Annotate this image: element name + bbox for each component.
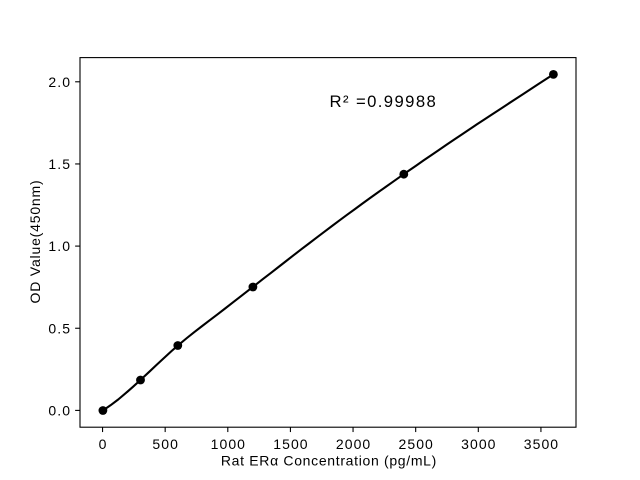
- svg-text:1.0: 1.0: [48, 238, 71, 254]
- svg-text:1500: 1500: [273, 436, 308, 452]
- svg-text:2.0: 2.0: [48, 74, 71, 90]
- svg-text:Rat ERα Concentration (pg/mL): Rat ERα Concentration (pg/mL): [221, 452, 437, 468]
- svg-text:0.0: 0.0: [48, 402, 71, 418]
- svg-text:3500: 3500: [524, 436, 559, 452]
- svg-text:1.5: 1.5: [48, 156, 71, 172]
- svg-text:R² =0.99988: R² =0.99988: [330, 92, 438, 111]
- svg-text:OD Value(450nm): OD Value(450nm): [27, 180, 43, 304]
- svg-text:500: 500: [152, 436, 179, 452]
- svg-text:3000: 3000: [461, 436, 496, 452]
- svg-text:2000: 2000: [336, 436, 371, 452]
- svg-text:0: 0: [99, 436, 108, 452]
- svg-text:1000: 1000: [211, 436, 246, 452]
- svg-text:2500: 2500: [399, 436, 434, 452]
- svg-text:0.5: 0.5: [48, 320, 71, 336]
